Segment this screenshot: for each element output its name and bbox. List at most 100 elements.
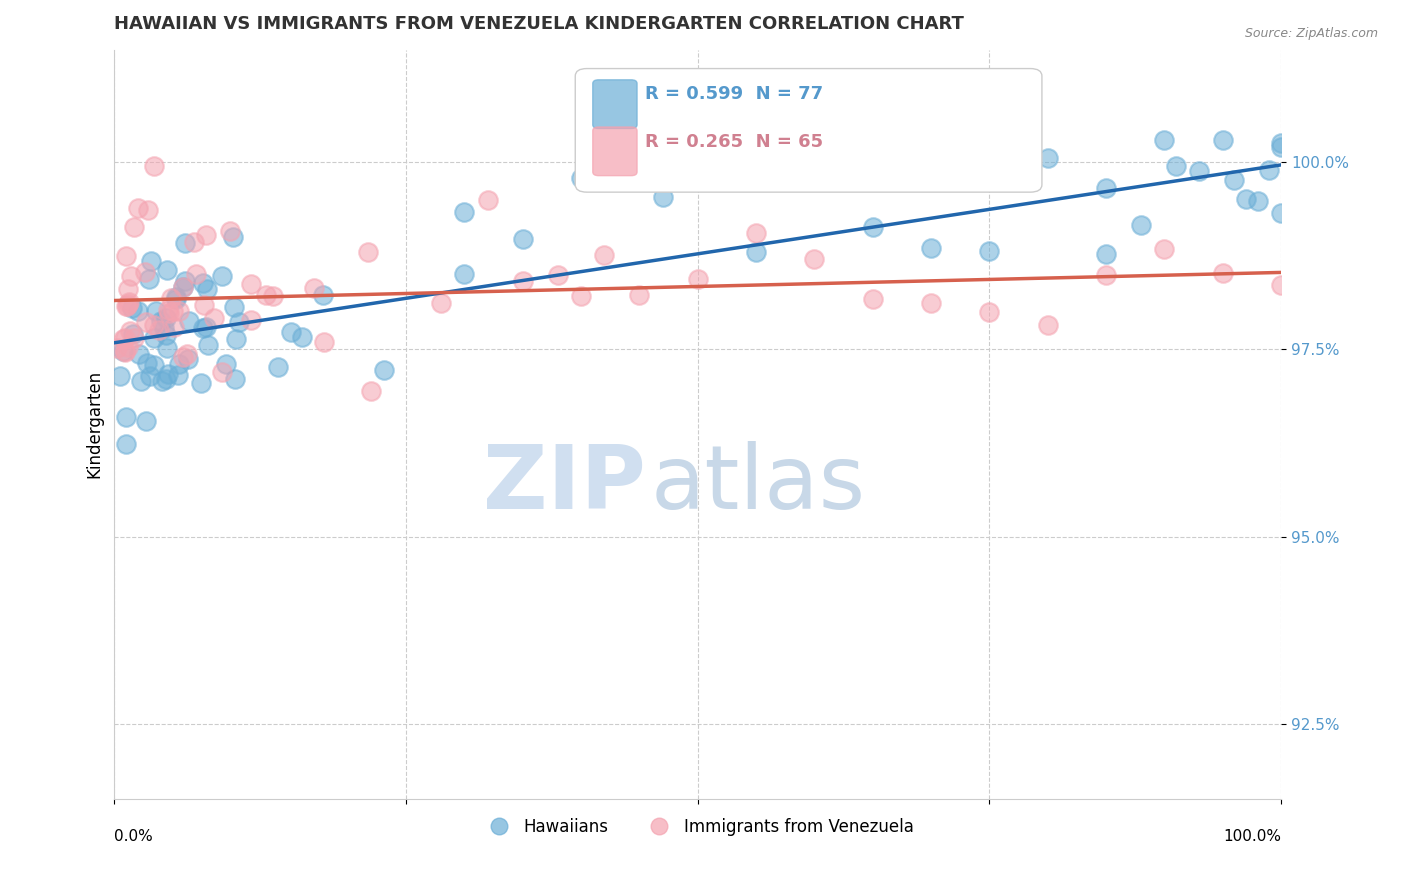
- Point: [155, 372, 177, 386]
- Point: [979, 305, 1001, 319]
- Point: [127, 304, 149, 318]
- Point: [139, 369, 162, 384]
- Point: [120, 269, 142, 284]
- Point: [115, 299, 138, 313]
- Point: [145, 304, 167, 318]
- Point: [1036, 318, 1059, 332]
- Point: [1188, 163, 1211, 178]
- Point: [131, 374, 153, 388]
- Point: [194, 227, 217, 242]
- Point: [312, 288, 335, 302]
- Point: [183, 235, 205, 250]
- Point: [115, 249, 138, 263]
- Point: [1095, 246, 1118, 260]
- Point: [162, 304, 184, 318]
- Point: [745, 226, 768, 240]
- Text: ZIP: ZIP: [482, 441, 645, 528]
- Point: [156, 302, 179, 317]
- Point: [153, 320, 176, 334]
- Point: [108, 368, 131, 383]
- Point: [172, 280, 194, 294]
- Point: [139, 253, 162, 268]
- Point: [179, 314, 201, 328]
- Point: [1223, 173, 1246, 187]
- Text: HAWAIIAN VS IMMIGRANTS FROM VENEZUELA KINDERGARTEN CORRELATION CHART: HAWAIIAN VS IMMIGRANTS FROM VENEZUELA KI…: [114, 15, 965, 33]
- Text: atlas: atlas: [651, 441, 866, 528]
- Point: [280, 325, 302, 339]
- Point: [190, 376, 212, 390]
- Point: [165, 290, 187, 304]
- Point: [356, 244, 378, 259]
- Point: [191, 320, 214, 334]
- Point: [143, 318, 166, 332]
- Point: [121, 301, 143, 315]
- Text: 0.0%: 0.0%: [114, 829, 153, 844]
- Point: [135, 315, 157, 329]
- Point: [174, 274, 197, 288]
- Point: [239, 312, 262, 326]
- Point: [211, 365, 233, 379]
- Point: [197, 282, 219, 296]
- Point: [114, 344, 136, 359]
- Point: [862, 220, 884, 235]
- Point: [197, 338, 219, 352]
- Point: [1270, 140, 1292, 154]
- Point: [1270, 206, 1292, 220]
- Point: [169, 304, 191, 318]
- Point: [114, 345, 136, 359]
- Point: [651, 190, 673, 204]
- Point: [920, 241, 942, 255]
- Point: [176, 347, 198, 361]
- Point: [547, 268, 569, 283]
- Point: [569, 171, 592, 186]
- Point: [862, 292, 884, 306]
- Point: [135, 356, 157, 370]
- Point: [138, 272, 160, 286]
- Point: [138, 202, 160, 217]
- Point: [228, 315, 250, 329]
- Point: [240, 277, 263, 291]
- Text: 100.0%: 100.0%: [1223, 829, 1281, 844]
- Point: [135, 414, 157, 428]
- Point: [165, 292, 187, 306]
- Text: R = 0.599  N = 77: R = 0.599 N = 77: [645, 85, 824, 103]
- Point: [593, 248, 616, 262]
- Point: [1036, 151, 1059, 165]
- Point: [114, 300, 136, 314]
- Text: R = 0.265  N = 65: R = 0.265 N = 65: [645, 133, 824, 152]
- Point: [127, 201, 149, 215]
- Point: [453, 267, 475, 281]
- Text: Source: ZipAtlas.com: Source: ZipAtlas.com: [1244, 27, 1378, 40]
- FancyBboxPatch shape: [575, 69, 1042, 192]
- Point: [477, 194, 499, 208]
- Point: [1130, 218, 1153, 232]
- Point: [291, 329, 314, 343]
- Point: [430, 295, 453, 310]
- Point: [225, 332, 247, 346]
- Point: [302, 281, 325, 295]
- Point: [117, 340, 139, 354]
- Point: [569, 289, 592, 303]
- Point: [148, 323, 170, 337]
- Point: [1095, 268, 1118, 283]
- Point: [122, 219, 145, 234]
- Point: [191, 276, 214, 290]
- Point: [262, 289, 284, 303]
- Point: [1153, 242, 1175, 256]
- Point: [163, 319, 186, 334]
- Point: [134, 265, 156, 279]
- Point: [177, 351, 200, 366]
- Point: [150, 374, 173, 388]
- Point: [1153, 133, 1175, 147]
- Point: [115, 437, 138, 451]
- Point: [1212, 266, 1234, 280]
- Point: [172, 280, 194, 294]
- Point: [114, 330, 136, 344]
- Point: [224, 371, 246, 385]
- Point: [1234, 192, 1257, 206]
- Point: [124, 331, 146, 345]
- Point: [1270, 277, 1292, 292]
- FancyBboxPatch shape: [593, 79, 637, 128]
- Point: [149, 314, 172, 328]
- Point: [267, 359, 290, 374]
